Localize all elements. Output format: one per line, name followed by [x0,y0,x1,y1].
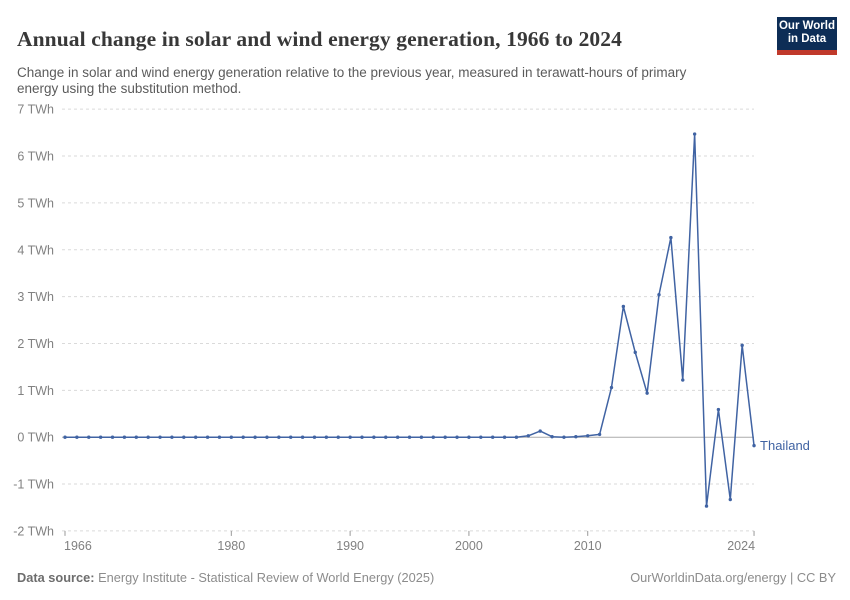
y-axis-label: -1 TWh [13,478,54,492]
data-point[interactable] [253,435,257,439]
owid-logo-line1: Our World [778,20,835,32]
data-point[interactable] [277,435,281,439]
y-axis-label: 6 TWh [17,150,54,164]
data-point[interactable] [692,132,697,136]
y-axis-label: 1 TWh [17,384,54,398]
data-point[interactable] [336,435,340,439]
entity-label[interactable]: Thailand [760,437,810,453]
data-source-text: Energy Institute - Statistical Review of… [98,570,435,585]
data-point[interactable] [502,435,507,439]
data-point[interactable] [752,443,756,448]
data-point[interactable] [312,435,317,439]
data-point[interactable] [241,435,245,439]
data-point[interactable] [681,378,685,382]
y-axis-label: 0 TWh [17,431,54,445]
y-axis-label: 7 TWh [17,103,54,117]
data-point[interactable] [669,235,673,240]
data-point[interactable] [372,435,376,439]
data-point[interactable] [550,435,554,439]
data-point[interactable] [158,435,162,439]
data-point[interactable] [740,343,744,348]
data-point[interactable] [348,435,352,439]
data-point[interactable] [633,350,637,355]
data-point[interactable] [324,435,329,439]
data-point[interactable] [479,435,483,439]
chart-plot-area[interactable]: 7 TWh 6 TWh 5 TWh 4 TWh 3 TWh 2 TWh 1 TWh 0 TWh… [0,0,850,560]
data-point[interactable] [728,497,732,502]
data-point[interactable] [265,435,269,439]
x-axis-label: 1980 [217,539,245,553]
data-point[interactable] [134,435,138,439]
data-point[interactable] [229,435,234,439]
data-source: Data source: Energy Institute - Statisti… [17,570,434,585]
data-point[interactable] [110,435,115,439]
owid-logo[interactable]: Our World in Data [777,17,837,55]
data-point[interactable] [87,435,91,439]
data-point[interactable] [395,435,400,439]
x-axis-label: 2010 [574,539,602,553]
data-point[interactable] [170,435,174,439]
x-axis-label: 2000 [455,539,483,553]
data-point[interactable] [526,434,531,438]
page-subtitle: Change in solar and wind energy generati… [17,64,687,96]
data-point[interactable] [657,293,661,297]
data-point[interactable] [146,435,150,439]
data-point[interactable] [360,435,364,439]
y-axis-label: 5 TWh [17,196,54,210]
data-point[interactable] [407,435,412,439]
y-axis-label: 4 TWh [17,243,54,257]
data-point[interactable] [300,435,305,439]
x-axis-label: 1966 [64,539,92,553]
x-axis-label: 2024 [727,539,755,553]
data-point[interactable] [609,385,614,390]
data-point[interactable] [205,435,210,439]
data-point[interactable] [514,435,519,439]
data-point[interactable] [586,434,590,438]
footer: Data source: Energy Institute - Statisti… [17,570,836,585]
data-point[interactable] [621,304,626,309]
data-point[interactable] [455,435,459,439]
data-point[interactable] [193,435,198,439]
data-line[interactable] [64,133,755,507]
data-point[interactable] [182,435,186,439]
data-point[interactable] [384,435,388,439]
data-point[interactable] [75,435,79,439]
data-point[interactable] [289,435,293,439]
data-point[interactable] [574,435,578,439]
data-point[interactable] [443,435,447,439]
data-point[interactable] [490,435,495,439]
data-point[interactable] [431,435,435,439]
data-point[interactable] [63,435,67,439]
data-point[interactable] [716,407,721,412]
data-point[interactable] [645,391,649,395]
data-point[interactable] [597,432,602,437]
y-axis-label: -2 TWh [13,524,54,538]
data-point[interactable] [538,429,542,433]
data-point[interactable] [419,435,424,439]
y-axis-label: 3 TWh [17,290,54,304]
owid-logo-line2: in Data [787,33,827,45]
page-title: Annual change in solar and wind energy g… [17,27,622,52]
license-text[interactable]: OurWorldinData.org/energy | CC BY [630,570,836,585]
data-source-label: Data source: [17,570,95,585]
y-axis-label: 2 TWh [17,337,54,351]
x-axis-label: 1990 [336,539,364,553]
data-point[interactable] [562,435,566,439]
data-point[interactable] [467,435,471,439]
data-point[interactable] [217,435,222,439]
data-point[interactable] [704,504,709,508]
data-point[interactable] [98,435,103,439]
data-point[interactable] [122,435,127,439]
